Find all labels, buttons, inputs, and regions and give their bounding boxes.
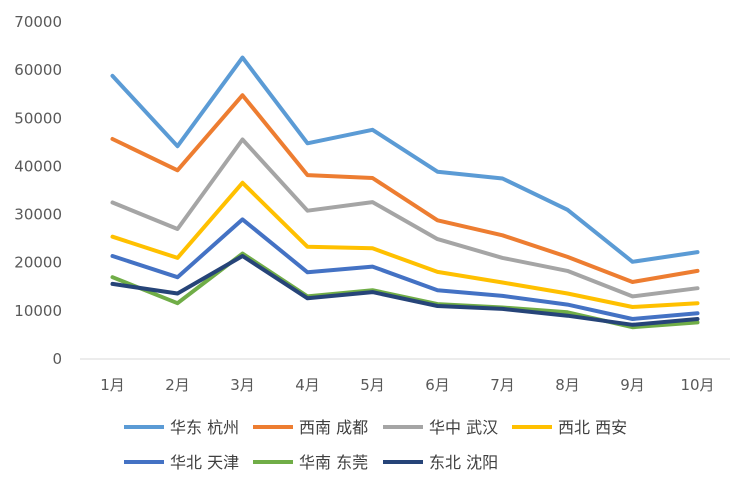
series-line-1 [110,55,700,264]
legend-label: 西南 成都 [299,418,368,437]
legend-item: 华中 武汉 [383,418,498,437]
series-lines [110,55,700,330]
x-tick-label: 4月 [295,376,320,394]
legend-label: 华南 东莞 [299,453,368,472]
legend-label: 华中 武汉 [429,418,498,437]
legend-item: 华南 东莞 [253,453,368,472]
legend-label: 西北 西安 [558,418,627,437]
x-tick-label: 3月 [230,376,255,394]
y-tick-label: 40000 [14,157,62,175]
y-tick-label: 70000 [14,13,62,31]
legend-item: 西北 西安 [512,418,627,437]
series-line-2 [110,93,700,284]
legend-label: 华东 杭州 [170,418,239,437]
x-axis-ticks: 1月 2月 3月 4月 5月 6月 7月 8月 9月 10月 [100,376,714,394]
legend-item: 西南 成都 [253,418,368,437]
series-line-6 [110,251,700,330]
y-tick-label: 30000 [14,206,62,224]
y-axis-ticks: 0 10000 20000 30000 40000 50000 60000 70000 [14,13,62,368]
series-line-3 [110,137,700,299]
x-tick-label: 1月 [100,376,125,394]
y-tick-label: 50000 [14,109,62,127]
series-line-7 [110,254,700,327]
x-tick-label: 5月 [360,376,385,394]
x-tick-label: 8月 [555,376,580,394]
y-tick-label: 0 [52,350,62,368]
x-tick-label: 7月 [490,376,515,394]
legend-item: 华东 杭州 [124,418,239,437]
x-tick-label: 9月 [620,376,645,394]
legend-label: 华北 天津 [170,453,239,472]
y-tick-label: 20000 [14,254,62,272]
x-tick-label: 6月 [425,376,450,394]
series-line-4 [110,180,700,309]
legend-item: 华北 天津 [124,453,239,472]
x-tick-label: 2月 [165,376,190,394]
legend-item: 东北 沈阳 [383,453,498,472]
y-tick-label: 10000 [14,302,62,320]
legend-label: 东北 沈阳 [429,453,498,472]
x-tick-label: 10月 [680,376,714,394]
y-tick-label: 60000 [14,61,62,79]
series-line-5 [110,217,700,321]
